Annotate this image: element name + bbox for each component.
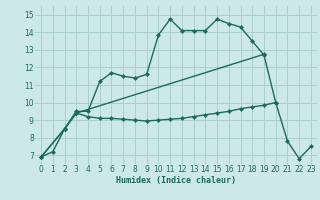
X-axis label: Humidex (Indice chaleur): Humidex (Indice chaleur): [116, 176, 236, 185]
